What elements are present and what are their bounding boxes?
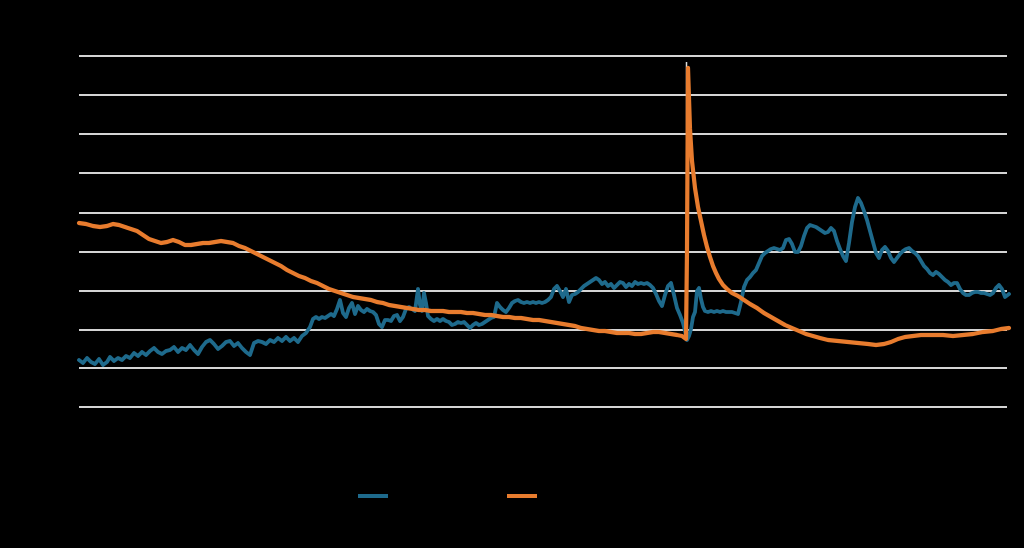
blue-series-line [77, 196, 1011, 367]
orange-series-line [76, 65, 1012, 348]
legend-swatch-orange [507, 494, 537, 498]
legend-swatch-blue [358, 494, 388, 498]
